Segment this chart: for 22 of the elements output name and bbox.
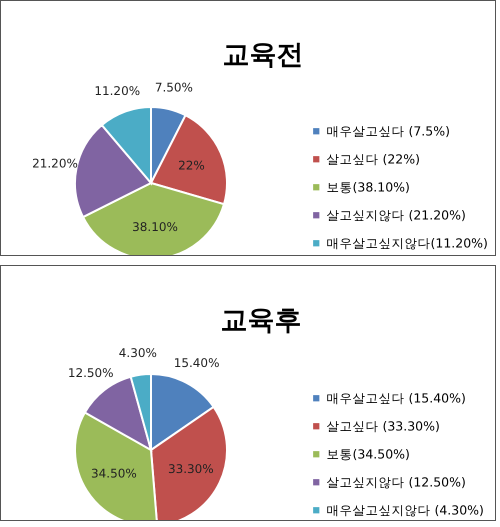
chart-title: 교육후	[220, 304, 302, 336]
data-label: 34.50%	[90, 466, 137, 481]
legend-label: 매우살고싶지않다 (4.30%)	[326, 502, 484, 518]
data-label: 11.20%	[94, 84, 140, 98]
data-label: 12.50%	[68, 366, 114, 380]
legend-label: 매우살고싶지않다(11.20%)	[326, 235, 488, 250]
data-label: 15.40%	[174, 356, 220, 370]
legend-label: 보통(38.10%)	[326, 179, 410, 194]
legend-label: 살고싶다 (22%)	[326, 151, 420, 166]
legend-label: 살고싶지않다 (12.50%)	[326, 474, 466, 490]
data-label: 21.20%	[32, 156, 78, 170]
data-label: 4.30%	[118, 346, 157, 360]
data-label: 7.50%	[154, 80, 193, 95]
data-label: 38.10%	[132, 220, 178, 234]
legend-label: 살고싶지않다 (21.20%)	[326, 207, 466, 222]
legend-label: 매우살고싶다 (15.40%)	[326, 390, 466, 406]
data-label: 22%	[178, 158, 205, 172]
chart-title: 교육전	[222, 40, 304, 71]
legend-label: 보통(34.50%)	[326, 446, 410, 462]
legend-label: 매우살고싶다 (7.5%)	[326, 123, 450, 138]
legend-label: 살고싶다 (33.30%)	[326, 418, 440, 434]
data-label: 33.30%	[168, 462, 214, 476]
